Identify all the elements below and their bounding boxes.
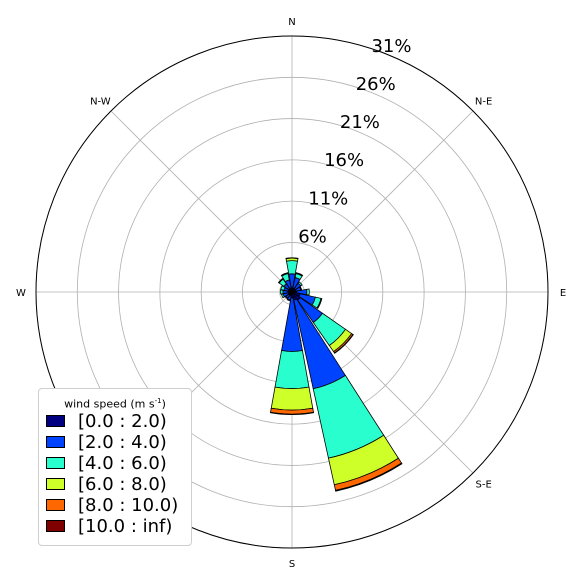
- direction-label: S: [289, 559, 295, 570]
- legend-swatch: [46, 436, 65, 449]
- windrose-bar-segment: [281, 293, 285, 299]
- radial-tick-label: 6%: [298, 227, 327, 248]
- legend-label: [4.0 : 6.0): [78, 452, 167, 474]
- legend-entry: [2.0 : 4.0): [46, 432, 191, 453]
- polar-frame: [35, 35, 549, 549]
- windrose-bar-segment: [277, 277, 284, 284]
- windrose-bar-segment: [270, 386, 314, 411]
- direction-label: S-E: [475, 480, 491, 491]
- legend-label: [2.0 : 4.0): [78, 431, 167, 453]
- windrose-bar-segment: [280, 272, 289, 277]
- radial-tick-label: 11%: [308, 188, 348, 209]
- direction-label: N-E: [475, 96, 492, 107]
- direction-label: W: [16, 288, 26, 299]
- legend-swatch: [46, 520, 65, 533]
- legend-swatch: [46, 499, 65, 512]
- legend-entry: [0.0 : 2.0): [46, 411, 191, 432]
- legend-label: [10.0 : inf): [78, 515, 173, 537]
- windrose-bar-segment: [297, 281, 303, 287]
- legend-entries: [0.0 : 2.0) [2.0 : 4.0) [4.0 : 6.0) [6.0 : …: [39, 411, 191, 537]
- legend-swatch: [46, 457, 65, 470]
- windrose-bar-segment: [286, 260, 298, 275]
- direction-label: N: [288, 17, 295, 28]
- legend-entry: [6.0 : 8.0): [46, 474, 191, 495]
- windrose-bar-segment: [333, 333, 354, 354]
- radial-tick-label: 21%: [340, 112, 380, 133]
- radial-tick-label: 31%: [371, 36, 411, 57]
- legend-title: wind speed (m s-1): [64, 397, 166, 411]
- legend-entry: [10.0 : inf): [46, 516, 191, 537]
- windrose-bar-segment: [274, 350, 310, 389]
- legend-entry: [8.0 : 10.0): [46, 495, 191, 516]
- windrose-bar-segment: [316, 297, 323, 310]
- legend-label: [8.0 : 10.0): [78, 494, 179, 516]
- radial-tick-label: 16%: [324, 150, 364, 171]
- windrose-bar-segment: [286, 298, 291, 302]
- windrose-bar-segment: [285, 257, 299, 260]
- windrose-bar-segment: [306, 288, 310, 296]
- radial-tick-label: 26%: [356, 74, 396, 95]
- legend-swatch: [46, 415, 65, 428]
- legend-label: [6.0 : 8.0): [78, 473, 167, 495]
- windrose-bar-segment: [295, 272, 304, 277]
- legend-entry: [4.0 : 6.0): [46, 453, 191, 474]
- windrose-bar-segment: [335, 462, 403, 492]
- legend: wind speed (m s-1) [0.0 : 2.0) [2.0 : 4.0…: [38, 388, 192, 546]
- windrose-bars: [269, 257, 403, 492]
- legend-swatch: [46, 478, 65, 491]
- direction-label: N-W: [90, 96, 111, 107]
- radial-tick-labels: 6% 11% 16% 21% 26% 31%: [298, 36, 411, 248]
- windrose-bar-segment: [269, 411, 315, 415]
- legend-label: [0.0 : 2.0): [78, 410, 167, 432]
- spoke-gridline: [110, 110, 293, 293]
- direction-label: E: [560, 288, 566, 299]
- spoke-gridline: [291, 110, 474, 293]
- windrose-bar-segment: [280, 289, 284, 295]
